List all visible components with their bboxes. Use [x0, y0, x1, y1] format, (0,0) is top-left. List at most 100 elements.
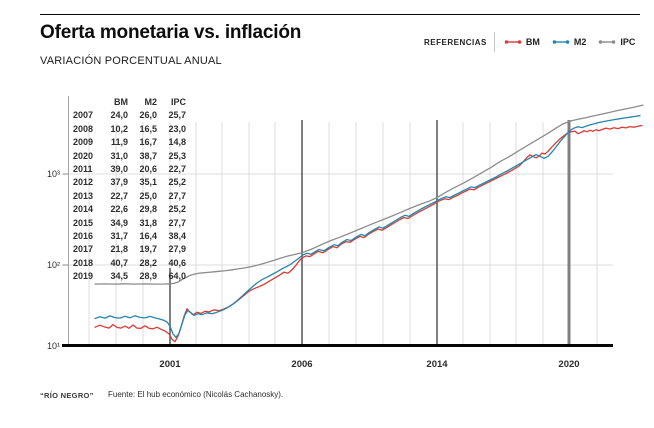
table-value-cell: 64,0: [168, 271, 186, 282]
page-subtitle: VARIACIÓN PORCENTUAL ANUAL: [40, 55, 222, 67]
legend-heading: REFERENCIAS: [424, 37, 487, 47]
table-row: 2011 39,0 20,6 22,7: [73, 163, 186, 176]
table-value-cell: BM: [114, 97, 128, 107]
page-title: Oferta monetaria vs. inflación: [40, 22, 302, 43]
table-year-cell: 2018: [73, 257, 94, 268]
table-value-cell: 28,2: [139, 257, 157, 268]
table-value-cell: 22,6: [110, 204, 128, 215]
legend-item-label: IPC: [620, 37, 636, 47]
table-row: 2014 22,6 29,8 25,2: [73, 203, 186, 216]
table-value-cell: 27,7: [168, 217, 186, 228]
table-row: 2013 22,7 25,0 27,7: [73, 190, 186, 203]
table-value-cell: 40,6: [168, 257, 186, 268]
table-value-cell: 29,8: [139, 204, 157, 215]
y-tick-label: 10²: [46, 260, 60, 270]
table-value-cell: 25,2: [168, 204, 186, 215]
table-value-cell: 23,0: [168, 123, 186, 134]
table-value-cell: 19,7: [139, 244, 157, 255]
table-value-cell: 20,6: [139, 163, 157, 174]
table-value-cell: 35,1: [139, 177, 157, 188]
table-row: 2009 11,9 16,7 14,8: [73, 136, 186, 149]
table-row: 2012 37,9 35,1 25,2: [73, 176, 186, 189]
table-year-cell: 2013: [73, 190, 94, 201]
table-value-cell: 16,5: [139, 123, 157, 134]
table-value-cell: 31,8: [139, 217, 157, 228]
top-rule: [40, 14, 640, 15]
table-value-cell: 31,0: [110, 150, 128, 161]
table-value-cell: 16,4: [139, 230, 157, 241]
table-row: 2019 34,5 28,9 64,0: [73, 270, 186, 283]
table-value-cell: IPC: [170, 97, 186, 107]
table-value-cell: 39,0: [110, 163, 128, 174]
x-tick-label-2014: 2014: [426, 359, 448, 370]
table-value-cell: M2: [144, 97, 157, 107]
legend-item-label: BM: [525, 37, 540, 47]
legend-divider: [493, 32, 495, 52]
legend-line-dot-marker: [504, 40, 522, 44]
table-year-cell: 2020: [73, 150, 94, 161]
legend-line-dot-marker: [552, 40, 570, 44]
table-value-cell: 22,7: [110, 190, 128, 201]
legend-item-label: M2: [573, 37, 587, 47]
legend-item-BM: BM: [504, 37, 540, 47]
table-value-cell: 11,9: [110, 137, 128, 148]
y-tick-label: 10¹: [46, 341, 60, 351]
x-tick-label-2006: 2006: [291, 359, 313, 370]
table-value-cell: 26,0: [139, 110, 157, 121]
table-row: 2018 40,7 28,2 40,6: [73, 257, 186, 270]
table-row: 2008 10,2 16,5 23,0: [73, 123, 186, 136]
table-row: 2016 31,7 16,4 38,4: [73, 230, 186, 243]
legend-item-M2: M2: [552, 37, 587, 47]
table-year-cell: 2019: [73, 271, 94, 282]
table-year-cell: 2014: [73, 204, 94, 215]
table-value-cell: 25,3: [168, 150, 186, 161]
table-year-cell: 2016: [73, 230, 94, 241]
table-year-cell: 2012: [73, 177, 94, 188]
table-value-cell: 37,9: [110, 177, 128, 188]
table-header-row: BM M2 IPC: [73, 96, 186, 109]
table-value-cell: 27,7: [168, 190, 186, 201]
table-value-cell: 38,4: [168, 230, 186, 241]
table-value-cell: 25,2: [168, 177, 186, 188]
table-value-cell: 40,7: [110, 257, 128, 268]
table-value-cell: 34,5: [110, 271, 128, 282]
table-value-cell: 10,2: [110, 123, 128, 134]
legend: REFERENCIAS BM M2 IPC: [424, 32, 647, 52]
series-line-IPC: [94, 104, 644, 285]
footer-brand: “RÍO NEGRO”: [40, 391, 94, 400]
table-value-cell: 27,9: [168, 244, 186, 255]
y-tick-label: 10³: [46, 169, 60, 179]
table-value-cell: 34,9: [110, 217, 128, 228]
table-value-cell: 28,9: [139, 271, 157, 282]
series-line-M2: [94, 115, 641, 338]
table-value-cell: 16,7: [139, 137, 157, 148]
x-tick-label-2001: 2001: [159, 359, 181, 370]
footer-source: Fuente: El hub económico (Nicolás Cachan…: [108, 390, 284, 399]
table-year-cell: 2008: [73, 123, 94, 134]
table-year-cell: 2009: [73, 137, 94, 148]
table-year-cell: 2017: [73, 244, 94, 255]
table-value-cell: 31,7: [110, 230, 128, 241]
table-row: 2017 21,8 19,7 27,9: [73, 243, 186, 256]
table-row: 2015 34,9 31,8 27,7: [73, 217, 186, 230]
table-value-cell: 24,0: [110, 110, 128, 121]
table-year-cell: 2011: [73, 163, 93, 174]
table-row: 2020 31,0 38,7 25,3: [73, 150, 186, 163]
table-value-cell: 22,7: [168, 163, 186, 174]
table-year-cell: [73, 96, 99, 109]
table-year-cell: 2007: [73, 110, 94, 121]
table-value-cell: 14,8: [168, 137, 186, 148]
table-value-cell: 25,7: [168, 110, 186, 121]
table-value-cell: 25,0: [139, 190, 157, 201]
table-row: 2007 24,0 26,0 25,7: [73, 109, 186, 122]
legend-items: BM M2 IPC: [504, 37, 648, 47]
x-tick-label-2020: 2020: [558, 359, 580, 370]
legend-line-dot-marker: [599, 40, 616, 44]
table-value-cell: 21,8: [110, 244, 128, 255]
inset-data-table: BM M2 IPC 2007 24,0 26,0 25,7 2008 10,2 16,5 23,0 2…: [73, 96, 186, 283]
legend-item-IPC: IPC: [598, 37, 635, 47]
table-value-cell: 38,7: [139, 150, 157, 161]
table-year-cell: 2015: [73, 217, 94, 228]
